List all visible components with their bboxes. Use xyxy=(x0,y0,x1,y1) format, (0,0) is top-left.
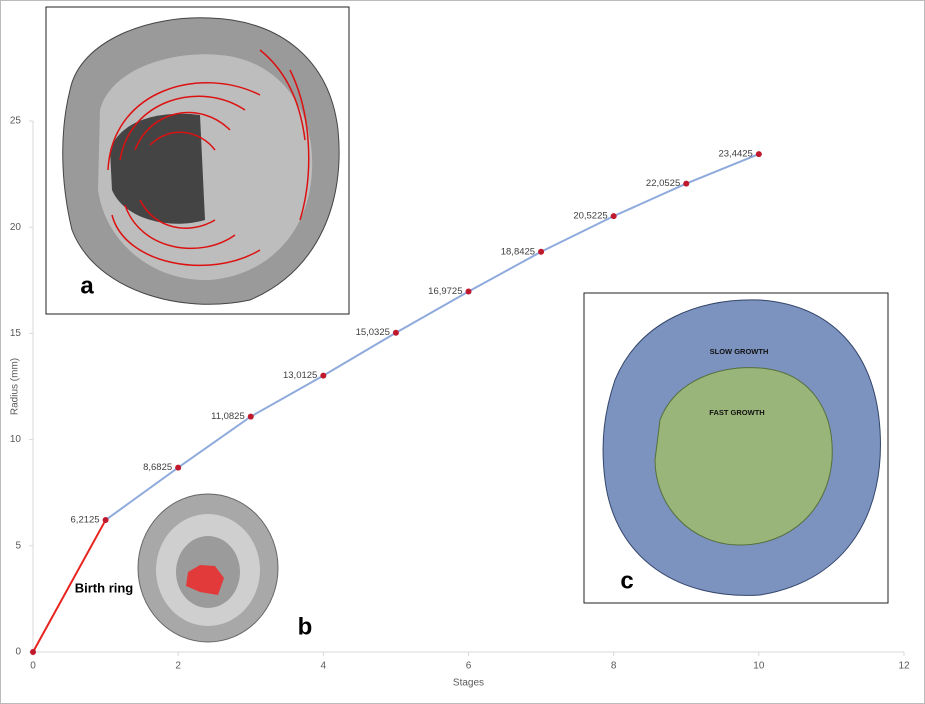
slow-growth-label: SLOW GROWTH xyxy=(710,347,769,356)
y-tick-label: 10 xyxy=(10,434,22,445)
label-c: c xyxy=(620,567,633,594)
value-label: 13,0125 xyxy=(283,370,317,381)
x-tick-label: 4 xyxy=(321,661,327,672)
x-tick-label: 6 xyxy=(466,661,472,672)
y-tick-label: 25 xyxy=(10,116,22,127)
y-tick-label: 0 xyxy=(15,647,21,658)
figure: 0 5 10 15 20 25 0 2 4 6 8 10 12 Stages Radius (mm) 6,21… xyxy=(0,0,925,704)
point xyxy=(611,213,617,219)
x-tick-label: 10 xyxy=(753,661,765,672)
fast-growth-label: FAST GROWTH xyxy=(709,408,764,417)
inset-c xyxy=(584,293,888,603)
point xyxy=(538,249,544,255)
point xyxy=(393,330,399,336)
x-tick-label: 0 xyxy=(30,661,36,672)
x-tick-label: 8 xyxy=(611,661,617,672)
point xyxy=(103,517,109,523)
label-a: a xyxy=(80,272,94,299)
x-axis-title: Stages xyxy=(453,678,484,689)
value-label: 22,0525 xyxy=(646,178,680,189)
point xyxy=(756,151,762,157)
inset-b xyxy=(138,494,278,642)
point xyxy=(320,373,326,379)
point xyxy=(248,414,254,420)
x-tick-label: 12 xyxy=(898,661,910,672)
value-label: 11,0825 xyxy=(211,411,245,422)
value-label: 16,9725 xyxy=(428,286,462,297)
y-axis-title: Radius (mm) xyxy=(10,358,21,415)
point xyxy=(30,649,36,655)
value-label: 8,6825 xyxy=(143,462,172,473)
y-tick-label: 5 xyxy=(15,540,21,551)
label-b: b xyxy=(298,613,313,640)
y-tick-label: 20 xyxy=(10,222,22,233)
point xyxy=(175,465,181,471)
value-label: 23,4425 xyxy=(718,149,752,160)
value-label: 18,8425 xyxy=(501,246,535,257)
point xyxy=(466,289,472,295)
value-label: 20,5225 xyxy=(573,211,607,222)
value-label: 15,0325 xyxy=(356,327,390,338)
y-tick-label: 15 xyxy=(10,328,22,339)
value-label: 6,2125 xyxy=(71,515,100,526)
birth-ring-label: Birth ring xyxy=(75,580,134,595)
x-tick-label: 2 xyxy=(175,661,181,672)
inset-a xyxy=(46,7,349,314)
point xyxy=(683,181,689,187)
